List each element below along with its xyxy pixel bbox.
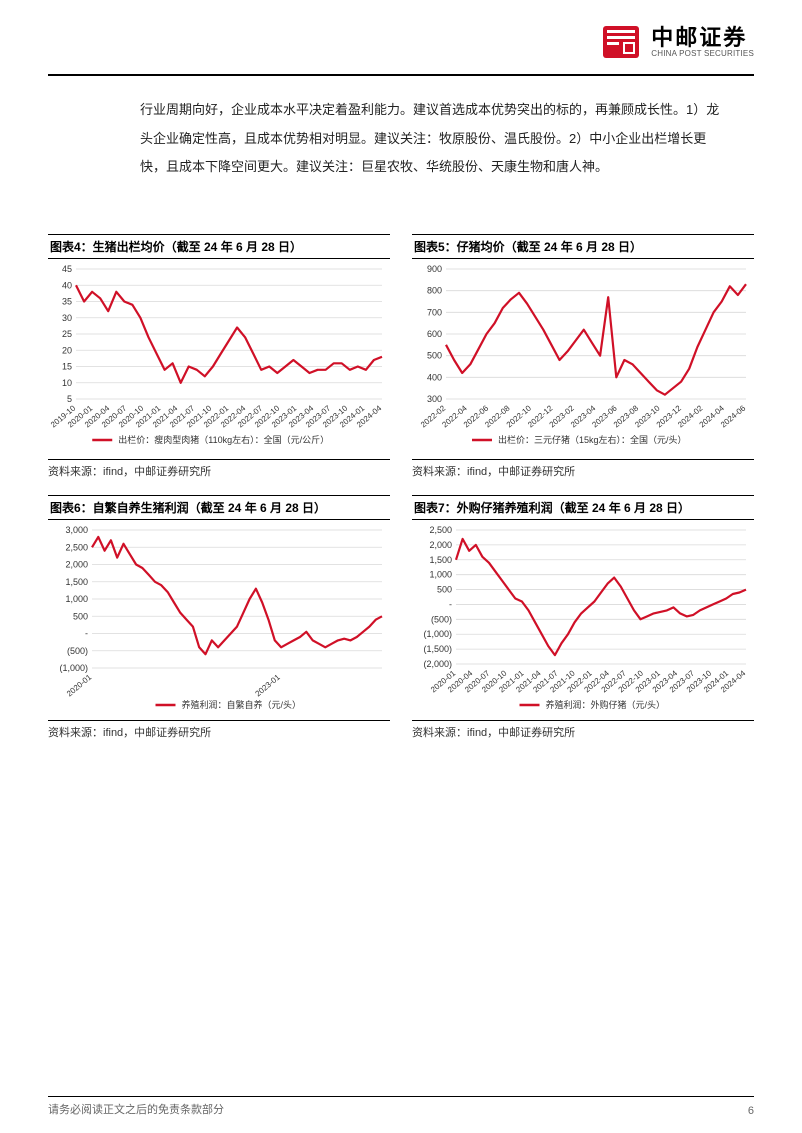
chart-5-source: 资料来源：ifind，中邮证券研究所 bbox=[412, 459, 754, 479]
svg-text:900: 900 bbox=[427, 264, 442, 274]
svg-text:25: 25 bbox=[62, 329, 72, 339]
body-paragraph: 行业周期向好，企业成本水平决定着盈利能力。建议首选成本优势突出的标的，再兼顾成长… bbox=[140, 96, 720, 182]
chart-7-source: 资料来源：ifind，中邮证券研究所 bbox=[412, 720, 754, 740]
svg-text:(500): (500) bbox=[67, 646, 88, 656]
header-brand: 中邮证券 CHINA POST SECURITIES bbox=[599, 20, 754, 64]
svg-text:(2,000): (2,000) bbox=[423, 659, 452, 669]
footer-page-number: 6 bbox=[748, 1105, 754, 1117]
chart-6-title: 图表6：自繁自养生猪利润（截至 24 年 6 月 28 日） bbox=[48, 495, 390, 520]
svg-text:500: 500 bbox=[73, 611, 88, 621]
svg-text:-: - bbox=[449, 599, 452, 609]
svg-text:2,000: 2,000 bbox=[65, 560, 88, 570]
svg-text:1,000: 1,000 bbox=[65, 594, 88, 604]
svg-text:养殖利润：自繁自养（元/头）: 养殖利润：自繁自养（元/头） bbox=[182, 699, 302, 710]
svg-text:(500): (500) bbox=[431, 614, 452, 624]
svg-text:2,000: 2,000 bbox=[429, 540, 452, 550]
brand-name-cn: 中邮证券 bbox=[651, 26, 754, 50]
svg-text:300: 300 bbox=[427, 394, 442, 404]
chart-4-canvas: 510152025303540452019-102020-012020-0420… bbox=[48, 259, 390, 459]
chart-7-title: 图表7：外购仔猪养殖利润（截至 24 年 6 月 28 日） bbox=[412, 495, 754, 520]
svg-text:20: 20 bbox=[62, 345, 72, 355]
chart-4-source: 资料来源：ifind，中邮证券研究所 bbox=[48, 459, 390, 479]
svg-text:2,500: 2,500 bbox=[65, 542, 88, 552]
svg-text:5: 5 bbox=[67, 394, 72, 404]
svg-text:500: 500 bbox=[437, 585, 452, 595]
chart-6-canvas: (1,000) (500) - 500 1,000 1,500 2,000 2,500 3,00… bbox=[48, 520, 390, 720]
chart-5-canvas: 3004005006007008009002022-022022-042022-… bbox=[412, 259, 754, 459]
chart-5-title: 图表5：仔猪均价（截至 24 年 6 月 28 日） bbox=[412, 234, 754, 259]
svg-text:700: 700 bbox=[427, 307, 442, 317]
svg-text:1,000: 1,000 bbox=[429, 570, 452, 580]
svg-text:(1,000): (1,000) bbox=[59, 663, 88, 673]
svg-text:2023-01: 2023-01 bbox=[254, 672, 283, 698]
svg-text:500: 500 bbox=[427, 351, 442, 361]
chart-4: 图表4：生猪出栏均价（截至 24 年 6 月 28 日） 5 10 15 20 25 30… bbox=[48, 234, 390, 479]
svg-text:-: - bbox=[85, 629, 88, 639]
brand-name-en: CHINA POST SECURITIES bbox=[651, 50, 754, 59]
chart-5: 图表5：仔猪均价（截至 24 年 6 月 28 日） 300 400 500 600 7… bbox=[412, 234, 754, 479]
svg-text:10: 10 bbox=[62, 378, 72, 388]
svg-text:15: 15 bbox=[62, 362, 72, 372]
svg-text:出栏价：三元仔猪（15kg左右）：全国（元/头）: 出栏价：三元仔猪（15kg左右）：全国（元/头） bbox=[498, 434, 687, 445]
svg-text:40: 40 bbox=[62, 280, 72, 290]
svg-text:出栏价：瘦肉型肉猪（110kg左右）：全国（元/公斤）: 出栏价：瘦肉型肉猪（110kg左右）：全国（元/公斤） bbox=[118, 434, 329, 445]
svg-text:800: 800 bbox=[427, 286, 442, 296]
svg-text:2024-06: 2024-06 bbox=[719, 403, 748, 429]
svg-text:35: 35 bbox=[62, 297, 72, 307]
chart-7-canvas: (2,000) (1,500) (1,000) (500) - 500 1,000 1,500… bbox=[412, 520, 754, 720]
svg-text:1,500: 1,500 bbox=[429, 555, 452, 565]
footer-disclaimer: 请务必阅读正文之后的免责条款部分 bbox=[48, 1101, 224, 1117]
svg-text:(1,000): (1,000) bbox=[423, 629, 452, 639]
chart-6: 图表6：自繁自养生猪利润（截至 24 年 6 月 28 日） (1,000) (5… bbox=[48, 495, 390, 740]
svg-text:600: 600 bbox=[427, 329, 442, 339]
svg-text:45: 45 bbox=[62, 264, 72, 274]
svg-text:2020-01: 2020-01 bbox=[65, 672, 94, 698]
svg-text:400: 400 bbox=[427, 372, 442, 382]
chart-4-title: 图表4：生猪出栏均价（截至 24 年 6 月 28 日） bbox=[48, 234, 390, 259]
chart-6-source: 资料来源：ifind，中邮证券研究所 bbox=[48, 720, 390, 740]
svg-text:养殖利润：外购仔猪（元/头）: 养殖利润：外购仔猪（元/头） bbox=[546, 699, 666, 710]
header-rule bbox=[48, 74, 754, 76]
footer-rule bbox=[48, 1096, 754, 1097]
svg-text:1,500: 1,500 bbox=[65, 577, 88, 587]
svg-text:3,000: 3,000 bbox=[65, 525, 88, 535]
svg-text:30: 30 bbox=[62, 313, 72, 323]
chart-7: 图表7：外购仔猪养殖利润（截至 24 年 6 月 28 日） (2,000) (1… bbox=[412, 495, 754, 740]
svg-text:2,500: 2,500 bbox=[429, 525, 452, 535]
svg-text:(1,500): (1,500) bbox=[423, 644, 452, 654]
logo-icon bbox=[599, 20, 643, 64]
